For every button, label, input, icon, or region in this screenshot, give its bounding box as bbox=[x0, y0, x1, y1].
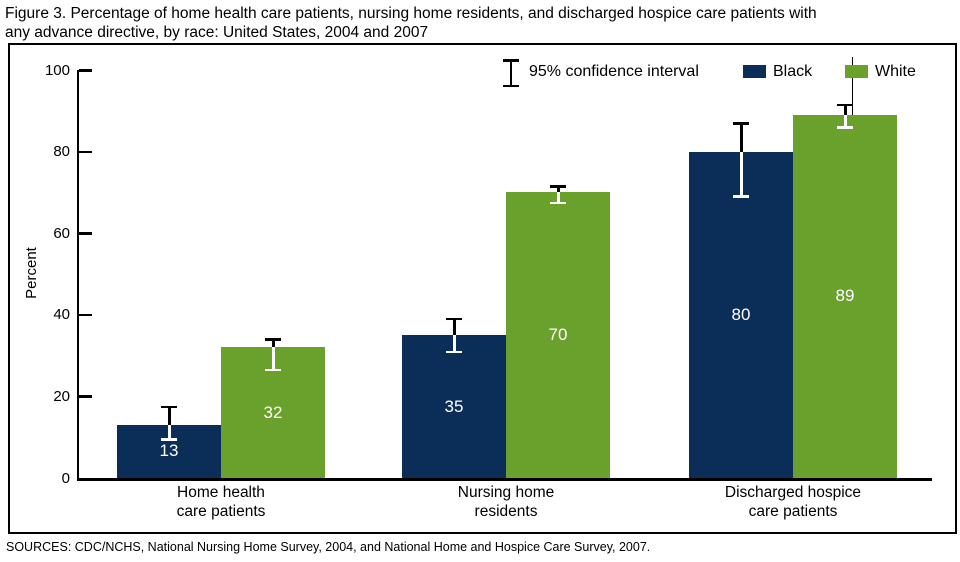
bar-value-label: 89 bbox=[835, 286, 855, 306]
y-axis-line bbox=[76, 70, 79, 479]
y-tick-label-40: 40 bbox=[53, 306, 70, 324]
y-tick-label-80: 80 bbox=[53, 143, 70, 161]
y-tick-20 bbox=[79, 395, 92, 398]
bar-value-label: 13 bbox=[159, 441, 179, 461]
error-bar-cap-bottom bbox=[161, 438, 177, 441]
x-category-label-2: Discharged hospice care patients bbox=[683, 483, 903, 521]
y-tick-label-100: 100 bbox=[44, 61, 70, 79]
error-bar-cap-top bbox=[265, 338, 281, 341]
error-bar-line-black bbox=[272, 339, 275, 348]
x-category-label-line: care patients bbox=[748, 503, 838, 520]
error-bar-line-white bbox=[740, 151, 743, 197]
error-bar-cap-top bbox=[837, 103, 853, 107]
error-bar-line-black bbox=[453, 318, 456, 336]
error-bar-line-white bbox=[844, 114, 847, 128]
y-tick-label-0: 0 bbox=[61, 469, 70, 487]
error-bar-cap-bottom bbox=[446, 350, 462, 354]
error-bar-line-white bbox=[557, 192, 560, 203]
x-category-label-line: Nursing home bbox=[457, 484, 555, 501]
error-bar-line-white bbox=[272, 347, 275, 370]
x-category-label-1: Nursing home residents bbox=[396, 483, 616, 521]
error-bar-cap-bottom bbox=[550, 201, 566, 205]
error-bar-cap-bottom bbox=[837, 126, 853, 129]
chart-border-box bbox=[8, 43, 957, 534]
error-bar-cap-top bbox=[733, 122, 749, 125]
figure-title: Figure 3. Percentage of home health care… bbox=[5, 4, 955, 42]
bar-value-label: 70 bbox=[548, 325, 568, 345]
x-category-label-line: Home health bbox=[177, 484, 265, 501]
y-tick-label-20: 20 bbox=[53, 387, 70, 405]
y-axis-title: Percent bbox=[23, 247, 40, 299]
error-bar-cap-bottom bbox=[265, 368, 281, 372]
error-bar-cap-top bbox=[550, 185, 566, 188]
y-tick-60 bbox=[79, 232, 92, 235]
x-axis-line bbox=[76, 477, 932, 481]
x-category-label-line: care patients bbox=[176, 503, 266, 520]
error-bar-line-black bbox=[740, 123, 743, 152]
bar-value-label: 35 bbox=[444, 396, 464, 416]
y-tick-40 bbox=[79, 313, 92, 317]
bar-value-label: 80 bbox=[731, 304, 751, 324]
error-bar-cap-top bbox=[446, 317, 462, 321]
y-tick-80 bbox=[79, 150, 92, 154]
error-bar-line-black bbox=[168, 406, 171, 425]
source-note: SOURCES: CDC/NCHS, National Nursing Home… bbox=[6, 540, 651, 554]
error-bar-cap-top bbox=[161, 405, 177, 409]
y-tick-100 bbox=[79, 69, 92, 72]
y-tick-label-60: 60 bbox=[53, 224, 70, 242]
bar-white-1: 70 bbox=[506, 192, 610, 478]
x-category-label-line: Discharged hospice bbox=[724, 484, 862, 501]
bar-value-label: 32 bbox=[263, 402, 283, 422]
x-category-label-line: residents bbox=[474, 503, 538, 520]
x-category-label-0: Home health care patients bbox=[111, 483, 331, 521]
figure-title-line1: Figure 3. Percentage of home health care… bbox=[5, 5, 817, 22]
bar-black-1: 35 bbox=[402, 335, 506, 478]
error-bar-cap-bottom bbox=[733, 195, 749, 198]
error-bar-line-white bbox=[453, 335, 456, 352]
bar-black-2: 80 bbox=[689, 151, 793, 478]
bar-white-2: 89 bbox=[793, 114, 897, 478]
error-bar-line-white bbox=[168, 424, 171, 440]
error-bar-line-black bbox=[844, 104, 847, 115]
figure-title-line2: any advance directive, by race: United S… bbox=[5, 24, 429, 41]
error-bar-line-black bbox=[557, 186, 560, 193]
